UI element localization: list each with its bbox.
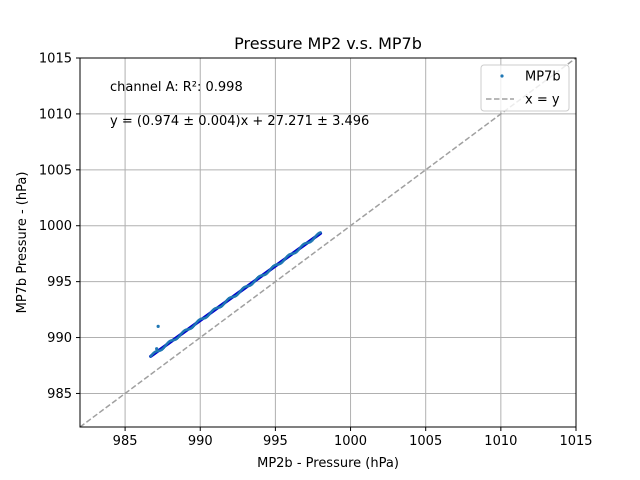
x-tick-label: 995 [263,434,288,449]
x-tick-label: 1005 [409,434,442,449]
identity-line [79,57,577,428]
y-tick-label: 1015 [39,52,72,67]
annotation-r-squared: channel A: R²: 0.998 [110,80,243,95]
annotation-fit-equation: y = (0.974 ± 0.004)x + 27.271 ± 3.496 [110,114,369,129]
scatter-point-outlier [156,324,160,328]
legend: MP7b x = y [480,64,570,112]
x-tick-label: 985 [113,434,138,449]
y-tick-label: 1000 [39,219,72,234]
y-axis-label: MP7b Pressure - (hPa) [15,172,30,314]
x-tick-label: 990 [188,434,213,449]
scatter-point [319,231,322,234]
y-tick-label: 985 [47,387,72,402]
x-tick-label: 1010 [484,434,517,449]
y-tick-label: 1005 [39,163,72,178]
x-tick-label: 1000 [334,434,367,449]
y-tick-label: 1010 [39,107,72,122]
legend-label-mp7b: MP7b [525,70,561,85]
plot-data [79,57,577,428]
x-tick-label: 1015 [559,434,592,449]
ticks: 985 990 995 1000 1005 1010 1015 985 990 995 1000 10… [39,52,593,450]
chart-title: Pressure MP2 v.s. MP7b [234,34,422,53]
plot-frame [79,57,577,428]
x-axis-label: MP2b - Pressure (hPa) [257,456,399,471]
y-tick-label: 990 [47,331,72,346]
scatter-point-outlier [155,347,159,351]
y-tick-label: 995 [47,275,72,290]
legend-marker-scatter [500,74,504,78]
legend-label-identity: x = y [525,93,560,108]
